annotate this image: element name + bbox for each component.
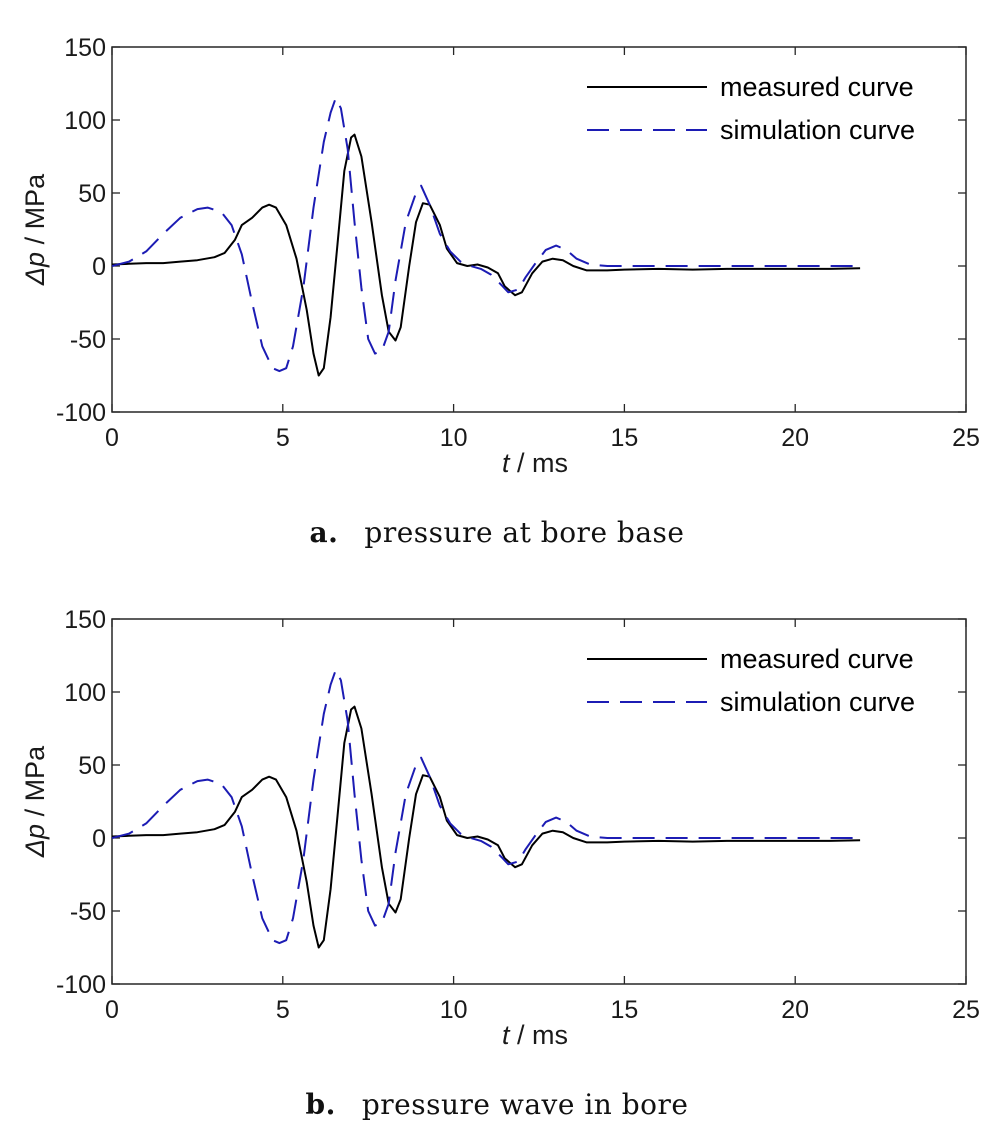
caption-text: pressure at bore base <box>364 516 685 549</box>
caption-text: pressure wave in bore <box>361 1088 689 1121</box>
y-tick-label: 50 <box>78 752 106 780</box>
y-tick-label: -100 <box>56 399 106 427</box>
x-tick-label: 5 <box>276 424 290 452</box>
y-tick-label: 150 <box>64 34 106 62</box>
x-tick-label: 25 <box>952 424 980 452</box>
x-tick-label: 10 <box>440 996 468 1024</box>
series-group <box>112 669 861 949</box>
chart-b: 0 5 10 15 20 25 -100 -50 0 50 100 150 t / ms Δp / MPa… <box>20 606 980 1050</box>
y-tick-label: 0 <box>92 253 106 281</box>
caption-letter: a. <box>309 516 339 549</box>
x-tick-label: 5 <box>276 996 290 1024</box>
x-tick-label: 10 <box>440 424 468 452</box>
measured-curve-line <box>112 705 861 949</box>
x-tick-label: 20 <box>781 996 809 1024</box>
plot-frame <box>111 618 967 985</box>
plot-frame <box>111 46 967 413</box>
y-tick-label: 100 <box>64 679 106 707</box>
x-tick-label: 0 <box>105 996 119 1024</box>
chart-panel-b: 0 5 10 15 20 25 -100 -50 0 50 100 150 t / ms Δp / MPa… <box>0 572 994 1062</box>
legend-label: simulation curve <box>720 115 915 145</box>
caption-b: b. pressure wave in bore <box>0 1088 994 1121</box>
legend-label: measured curve <box>720 72 914 102</box>
caption-letter: b. <box>305 1088 336 1121</box>
y-tick-label: 50 <box>78 180 106 208</box>
measured-curve-line <box>112 133 861 377</box>
y-tick-label: -50 <box>70 326 106 354</box>
caption-a: a. pressure at bore base <box>0 516 994 549</box>
x-tick-label: 15 <box>610 996 638 1024</box>
y-tick-label: -100 <box>56 971 106 999</box>
x-axis-label: t / ms <box>502 1020 568 1050</box>
y-axis-label: Δp / MPa <box>20 745 50 858</box>
y-tick-label: 150 <box>64 606 106 634</box>
x-tick-label: 15 <box>610 424 638 452</box>
x-tick-label: 25 <box>952 996 980 1024</box>
legend-label: measured curve <box>720 644 914 674</box>
simulation-curve-line <box>112 97 861 373</box>
x-axis-label: t / ms <box>502 448 568 478</box>
legend-label: simulation curve <box>720 687 915 717</box>
chart-a: 0 5 10 15 20 25 -100 -50 0 50 100 150 t / ms Δp / MPa… <box>20 34 980 478</box>
y-axis-label: Δp / MPa <box>20 173 50 286</box>
simulation-curve-line <box>112 669 861 945</box>
x-tick-label: 20 <box>781 424 809 452</box>
y-tick-label: 0 <box>92 825 106 853</box>
y-tick-label: -50 <box>70 898 106 926</box>
series-group <box>112 97 861 377</box>
x-tick-label: 0 <box>105 424 119 452</box>
chart-panel-a: 0 5 10 15 20 25 -100 -50 0 50 100 150 t / ms Δp / MPa… <box>0 0 994 490</box>
y-tick-label: 100 <box>64 107 106 135</box>
